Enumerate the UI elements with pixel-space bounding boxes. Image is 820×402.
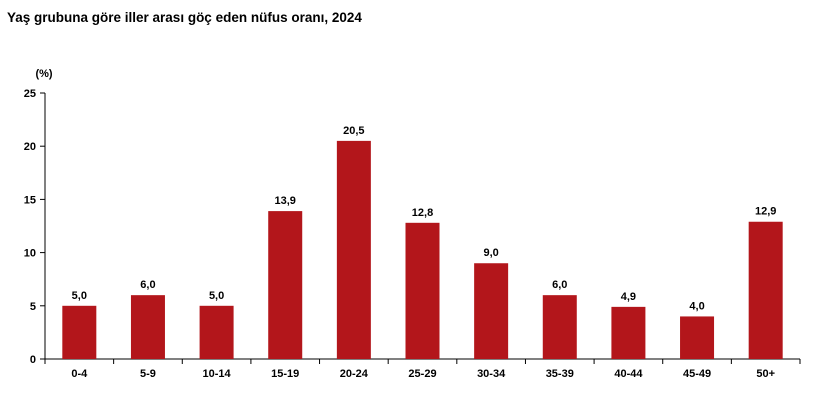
- bar-10-14: [199, 305, 234, 359]
- y-tick-label: 20: [24, 141, 36, 153]
- x-tick-label: 5-9: [140, 368, 156, 380]
- bar-20-24: [336, 140, 371, 359]
- x-tick-label: 35-39: [546, 368, 574, 380]
- x-tick-label: 30-34: [477, 368, 506, 380]
- x-tick-label: 50+: [756, 368, 775, 380]
- x-tick-label: 20-24: [340, 368, 369, 380]
- bar-35-39: [542, 295, 577, 359]
- bar-40-44: [611, 306, 646, 359]
- bar-0-4: [62, 305, 97, 359]
- bar-25-29: [405, 222, 440, 359]
- value-label: 6,0: [552, 279, 567, 291]
- y-tick-label: 5: [30, 301, 36, 313]
- x-tick-label: 40-44: [614, 368, 643, 380]
- value-label: 20,5: [343, 125, 364, 137]
- value-label: 6,0: [140, 279, 155, 291]
- value-label: 13,9: [275, 195, 296, 207]
- bars: [62, 140, 783, 359]
- y-tick-label: 10: [24, 248, 36, 260]
- x-axis: [44, 358, 801, 364]
- value-label: 5,0: [72, 290, 87, 302]
- bar-15-19: [268, 211, 303, 359]
- y-tick-label: 25: [24, 88, 36, 100]
- value-label: 4,0: [689, 300, 704, 312]
- x-tick-label: 45-49: [683, 368, 711, 380]
- y-axis: 0 5 10 15 20 25: [24, 88, 46, 366]
- value-label: 4,9: [621, 291, 636, 303]
- bar-30-34: [474, 263, 509, 359]
- bar-5-9: [130, 295, 165, 359]
- chart-title: Yaş grubuna göre iller arası göç eden nü…: [7, 10, 362, 25]
- x-tick-label: 0-4: [71, 368, 88, 380]
- x-tick-labels: 0-4 5-9 10-14 15-19 20-24 25-29 30-34 35-39 40-4…: [71, 368, 775, 380]
- y-tick-label: 15: [24, 194, 36, 206]
- value-label: 9,0: [483, 247, 498, 259]
- bar-50+: [748, 221, 783, 359]
- x-tick-label: 15-19: [271, 368, 299, 380]
- y-tick-label: 0: [30, 354, 36, 366]
- y-axis-unit-label: (%): [35, 68, 52, 80]
- value-labels: 5,0 6,0 5,0 13,9 20,5 12,8 9,0 6,0 4,9 4,0 12,9: [72, 125, 777, 313]
- value-label: 12,9: [755, 206, 776, 218]
- value-label: 5,0: [209, 290, 224, 302]
- x-tick-label: 10-14: [203, 368, 232, 380]
- bar-45-49: [680, 316, 715, 359]
- x-tick-label: 25-29: [408, 368, 436, 380]
- value-label: 12,8: [412, 207, 433, 219]
